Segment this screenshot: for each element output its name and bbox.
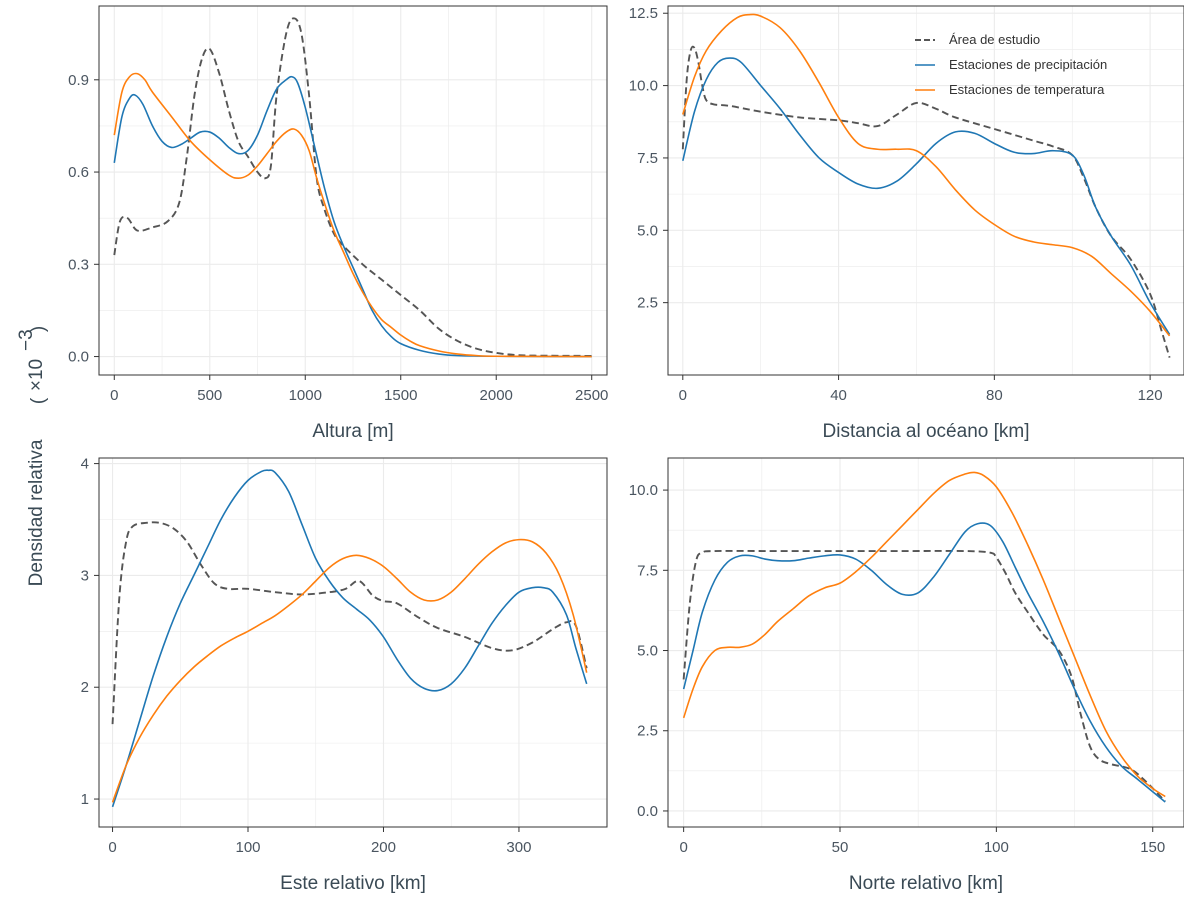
series-line-3	[111, 538, 588, 803]
x-tick-label: 2000	[480, 387, 513, 404]
legend-label: Estaciones de temperatura	[949, 82, 1105, 97]
legend: Área de estudio Estaciones de precipitaci…	[915, 32, 1107, 97]
x-tick-label: 120	[1138, 387, 1163, 404]
panel-border	[98, 457, 608, 828]
y-tick-label: 10.0	[629, 78, 658, 95]
legend-entry-1: Área de estudio	[915, 32, 1040, 47]
y-tick-label: 0.9	[68, 72, 89, 89]
x-axis-label: Altura [m]	[312, 421, 393, 442]
series-line-3	[113, 72, 592, 358]
legend-entry-3: Estaciones de temperatura	[915, 82, 1105, 97]
series-line-1	[111, 521, 588, 725]
x-tick-label: 0	[108, 839, 116, 856]
y-tick-label: 12.5	[629, 5, 658, 22]
shared-y-label-factor-exp: −3	[16, 329, 37, 351]
panel-2: 0 40 80 120 2.5 5.0 7.5 10.0 12.5 Distancia al oc…	[629, 5, 1184, 442]
x-tick-label: 0	[679, 839, 687, 856]
x-tick-label: 150	[1140, 839, 1165, 856]
panel-border	[98, 5, 608, 376]
x-axis-label: Este relativo [km]	[280, 873, 426, 894]
panel-1: 0 500 1000 1500 2000 2500 0.0 0.3 0.6 0.9 Altura […	[68, 5, 608, 442]
x-tick-label: 0	[679, 387, 687, 404]
series-line-2	[111, 469, 588, 808]
x-tick-label: 40	[830, 387, 847, 404]
x-tick-label: 1000	[289, 387, 322, 404]
x-tick-label: 2500	[575, 387, 608, 404]
series-line-2	[682, 522, 1166, 803]
legend-entry-2: Estaciones de precipitación	[915, 57, 1107, 72]
x-tick-label: 300	[506, 839, 531, 856]
series-line-3	[682, 13, 1171, 337]
y-tick-label: 4	[81, 456, 89, 473]
y-tick-label: 0.0	[68, 349, 89, 366]
series-line-2	[682, 57, 1171, 335]
x-tick-label: 100	[984, 839, 1009, 856]
y-tick-label: 10.0	[629, 482, 658, 499]
legend-label: Área de estudio	[949, 32, 1040, 47]
panel-border	[667, 457, 1184, 828]
x-axis-label: Distancia al océano [km]	[823, 421, 1030, 442]
panel-border	[667, 5, 1184, 376]
y-tick-label: 1	[81, 791, 89, 808]
x-axis-label: Norte relativo [km]	[849, 873, 1003, 894]
x-tick-label: 0	[110, 387, 118, 404]
y-tick-label: 0.6	[68, 164, 89, 181]
x-tick-label: 500	[197, 387, 222, 404]
y-tick-label: 2.5	[637, 723, 658, 740]
y-tick-label: 3	[81, 567, 89, 584]
shared-y-label-rparen: )	[28, 326, 49, 332]
shared-y-label-text: Densidad relativa	[26, 439, 47, 586]
x-tick-label: 100	[235, 839, 260, 856]
y-tick-label: 5.0	[637, 222, 658, 239]
panel-4: 0 50 100 150 0.0 2.5 5.0 7.5 10.0 Norte relativo …	[629, 457, 1184, 894]
series-line-2	[113, 75, 592, 358]
y-tick-label: 7.5	[637, 150, 658, 167]
y-tick-label: 5.0	[637, 643, 658, 660]
y-tick-label: 2.5	[637, 295, 658, 312]
legend-label: Estaciones de precipitación	[949, 57, 1107, 72]
shared-y-label-lparen: (	[28, 397, 49, 404]
x-tick-label: 50	[832, 839, 849, 856]
y-tick-label: 0.0	[637, 803, 658, 820]
shared-y-label: Densidad relativa ( ×10 −3 )	[16, 326, 49, 587]
x-tick-label: 200	[371, 839, 396, 856]
panel-3: 0 100 200 300 1 2 3 4 Este relativo [km]	[81, 456, 608, 894]
series-line-1	[113, 17, 592, 357]
series-line-1	[682, 549, 1166, 802]
y-tick-label: 7.5	[637, 562, 658, 579]
shared-y-label-factor-base: ×10	[26, 359, 47, 391]
series-line-3	[682, 471, 1166, 798]
y-tick-label: 2	[81, 679, 89, 696]
x-tick-label: 1500	[384, 387, 417, 404]
x-tick-label: 80	[986, 387, 1003, 404]
y-tick-label: 0.3	[68, 256, 89, 273]
